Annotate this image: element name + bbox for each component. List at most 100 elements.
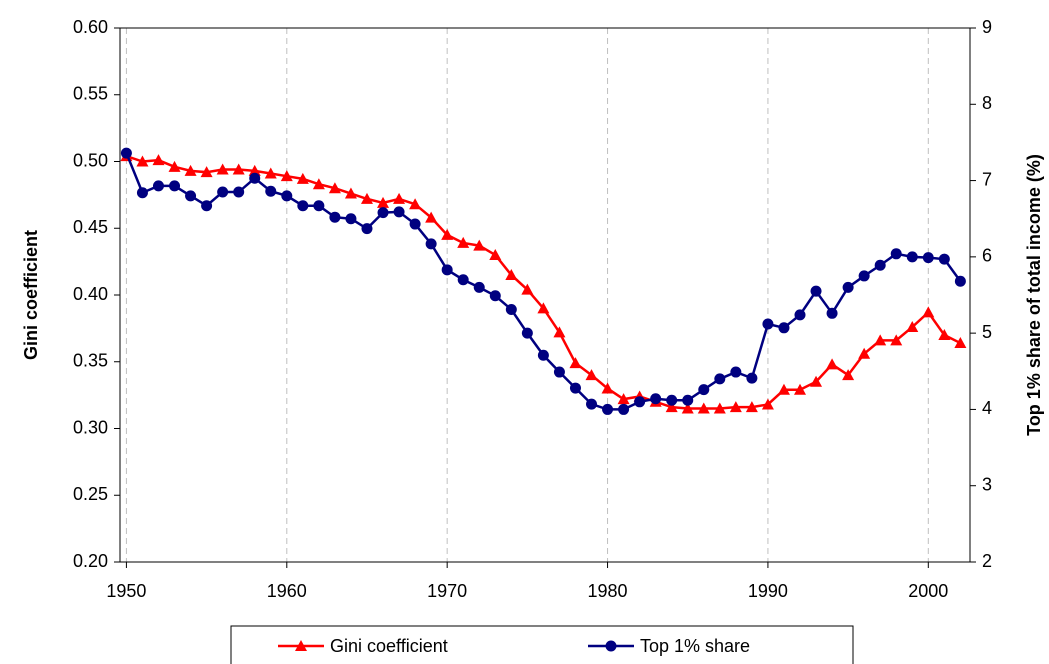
data-point [120, 147, 132, 159]
x-tick-label: 1970 [427, 581, 467, 601]
data-point [858, 347, 871, 359]
data-point [377, 207, 389, 219]
data-point [938, 329, 951, 341]
data-point [537, 349, 549, 361]
data-point [297, 200, 309, 212]
data-point [393, 192, 406, 204]
data-point [281, 190, 293, 202]
data-point [585, 369, 598, 381]
data-point [248, 164, 261, 176]
data-point [296, 172, 309, 184]
data-point [666, 394, 678, 406]
data-point [201, 200, 213, 212]
data-point [200, 166, 213, 178]
data-point [473, 281, 485, 293]
data-point [665, 401, 678, 413]
data-point [521, 327, 533, 339]
x-tick-label: 1950 [106, 581, 146, 601]
y2-tick-label: 5 [982, 322, 992, 342]
data-point [537, 302, 550, 314]
data-point [746, 372, 758, 384]
data-point [136, 187, 148, 199]
data-point [601, 382, 614, 394]
y-tick-label: 0.50 [73, 150, 108, 170]
data-point [457, 274, 469, 286]
data-point [890, 248, 902, 260]
series-line [125, 152, 962, 411]
data-point [842, 281, 854, 293]
data-point [826, 358, 839, 370]
data-point [328, 182, 341, 194]
data-point [618, 403, 630, 415]
data-point [152, 154, 165, 166]
data-point [521, 283, 534, 295]
y-tick-label: 0.60 [73, 17, 108, 37]
data-point [249, 172, 261, 184]
data-point [553, 326, 566, 338]
data-point [906, 251, 918, 263]
data-point [457, 236, 470, 248]
y2-tick-label: 8 [982, 93, 992, 113]
data-point [714, 373, 726, 385]
data-point [794, 309, 806, 321]
data-point [168, 160, 181, 172]
data-point [778, 322, 790, 334]
data-point [409, 218, 421, 230]
data-point [361, 223, 373, 235]
data-point [441, 264, 453, 276]
data-point [344, 187, 357, 199]
data-point [280, 170, 293, 182]
y-tick-label: 0.25 [73, 484, 108, 504]
data-point [553, 366, 565, 378]
data-point [377, 196, 390, 208]
data-point [810, 375, 823, 387]
data-point [217, 186, 229, 198]
y-tick-label: 0.40 [73, 284, 108, 304]
data-point [874, 334, 887, 346]
data-point [216, 163, 229, 175]
data-point [425, 238, 437, 250]
x-tick-label: 2000 [908, 581, 948, 601]
y-tick-label: 0.35 [73, 351, 108, 371]
data-point [777, 383, 790, 395]
data-point [890, 334, 903, 346]
data-point [698, 384, 710, 396]
data-point [441, 228, 454, 240]
data-point [729, 401, 742, 413]
data-point [826, 307, 838, 319]
data-point [473, 239, 486, 251]
data-point [954, 275, 966, 287]
data-point [745, 401, 758, 413]
data-point [858, 270, 870, 282]
data-point [602, 403, 614, 415]
data-point [617, 393, 630, 405]
data-point [233, 186, 245, 198]
data-point [922, 306, 935, 318]
data-point [169, 180, 181, 192]
y2-tick-label: 4 [982, 398, 992, 418]
y2-tick-label: 2 [982, 551, 992, 571]
legend-marker [605, 640, 617, 652]
data-point [761, 398, 774, 410]
data-point [810, 285, 822, 297]
data-point [312, 178, 325, 190]
legend-marker [295, 640, 307, 651]
data-point [730, 366, 742, 378]
data-point [409, 198, 422, 210]
data-point [185, 190, 197, 202]
data-point [152, 180, 164, 192]
data-point [425, 211, 438, 223]
data-point [650, 393, 662, 405]
x-tick-label: 1980 [588, 581, 628, 601]
data-point [184, 164, 197, 176]
y-tick-label: 0.30 [73, 417, 108, 437]
data-point [505, 268, 518, 280]
data-point [874, 259, 886, 271]
data-point [586, 398, 598, 410]
data-point [136, 155, 149, 167]
y-tick-label: 0.20 [73, 551, 108, 571]
data-point [762, 318, 774, 330]
series-line [126, 154, 961, 410]
data-point [794, 383, 806, 395]
legend-label: Top 1% share [640, 636, 750, 656]
